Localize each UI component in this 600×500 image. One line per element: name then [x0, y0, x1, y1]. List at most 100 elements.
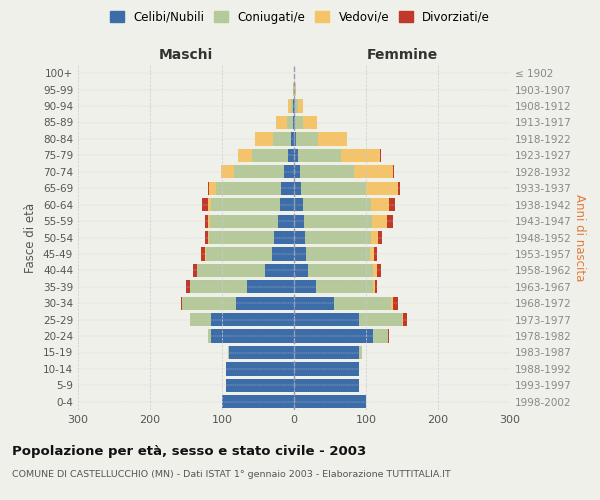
Bar [291, 132, 294, 145]
Text: Popolazione per età, sesso e stato civile - 2003: Popolazione per età, sesso e stato civil… [12, 445, 366, 458]
Bar [305, 231, 371, 244]
Bar [211, 313, 294, 326]
Bar [288, 149, 294, 162]
Bar [354, 165, 394, 178]
Bar [293, 100, 294, 112]
Bar [305, 248, 370, 260]
Bar [294, 330, 373, 342]
Text: Maschi: Maschi [159, 48, 213, 62]
Bar [293, 116, 294, 129]
Bar [378, 231, 382, 244]
Bar [387, 214, 392, 228]
Bar [208, 198, 211, 211]
Bar [298, 149, 341, 162]
Bar [334, 296, 391, 310]
Bar [294, 379, 359, 392]
Bar [210, 214, 278, 228]
Bar [208, 182, 209, 195]
Bar [205, 231, 208, 244]
Bar [222, 395, 294, 408]
Bar [392, 296, 398, 310]
Bar [255, 132, 273, 145]
Bar [294, 248, 305, 260]
Bar [388, 330, 389, 342]
Bar [294, 214, 304, 228]
Bar [402, 313, 403, 326]
Bar [205, 214, 208, 228]
Bar [341, 149, 380, 162]
Bar [208, 214, 210, 228]
Bar [226, 379, 294, 392]
Bar [193, 264, 197, 277]
Bar [294, 280, 316, 293]
Bar [272, 248, 294, 260]
Bar [211, 198, 280, 211]
Bar [302, 198, 371, 211]
Bar [374, 248, 377, 260]
Bar [294, 231, 305, 244]
Bar [298, 100, 304, 112]
Bar [371, 231, 378, 244]
Y-axis label: Fasce di età: Fasce di età [25, 202, 37, 272]
Bar [202, 198, 208, 211]
Bar [373, 214, 387, 228]
Bar [308, 264, 373, 277]
Bar [238, 149, 252, 162]
Bar [294, 165, 300, 178]
Bar [294, 116, 295, 129]
Bar [206, 248, 272, 260]
Bar [373, 330, 388, 342]
Bar [252, 149, 288, 162]
Bar [209, 182, 216, 195]
Bar [181, 296, 182, 310]
Bar [216, 182, 281, 195]
Bar [294, 362, 359, 376]
Bar [295, 100, 298, 112]
Bar [294, 83, 295, 96]
Bar [236, 296, 294, 310]
Bar [373, 280, 374, 293]
Bar [302, 116, 317, 129]
Bar [197, 264, 265, 277]
Bar [318, 132, 347, 145]
Bar [265, 264, 294, 277]
Bar [300, 165, 354, 178]
Bar [226, 362, 294, 376]
Bar [182, 296, 236, 310]
Bar [205, 248, 206, 260]
Bar [208, 330, 211, 342]
Bar [208, 231, 209, 244]
Bar [273, 132, 291, 145]
Text: COMUNE DI CASTELLUCCHIO (MN) - Dati ISTAT 1° gennaio 2003 - Elaborazione TUTTITA: COMUNE DI CASTELLUCCHIO (MN) - Dati ISTA… [12, 470, 451, 479]
Bar [389, 198, 395, 211]
Text: Femmine: Femmine [367, 48, 437, 62]
Bar [294, 100, 295, 112]
Bar [274, 231, 294, 244]
Y-axis label: Anni di nascita: Anni di nascita [572, 194, 586, 281]
Bar [370, 248, 374, 260]
Bar [190, 313, 211, 326]
Bar [374, 280, 377, 293]
Bar [294, 313, 359, 326]
Bar [301, 182, 366, 195]
Bar [295, 83, 296, 96]
Bar [294, 149, 298, 162]
Bar [373, 264, 377, 277]
Bar [287, 116, 293, 129]
Bar [304, 214, 373, 228]
Bar [291, 100, 293, 112]
Bar [233, 165, 284, 178]
Bar [211, 330, 294, 342]
Bar [380, 149, 381, 162]
Bar [201, 248, 205, 260]
Bar [293, 83, 294, 96]
Bar [398, 182, 400, 195]
Bar [391, 296, 392, 310]
Bar [247, 280, 294, 293]
Bar [280, 198, 294, 211]
Bar [294, 182, 301, 195]
Bar [294, 395, 366, 408]
Bar [377, 264, 381, 277]
Bar [294, 132, 296, 145]
Bar [295, 116, 302, 129]
